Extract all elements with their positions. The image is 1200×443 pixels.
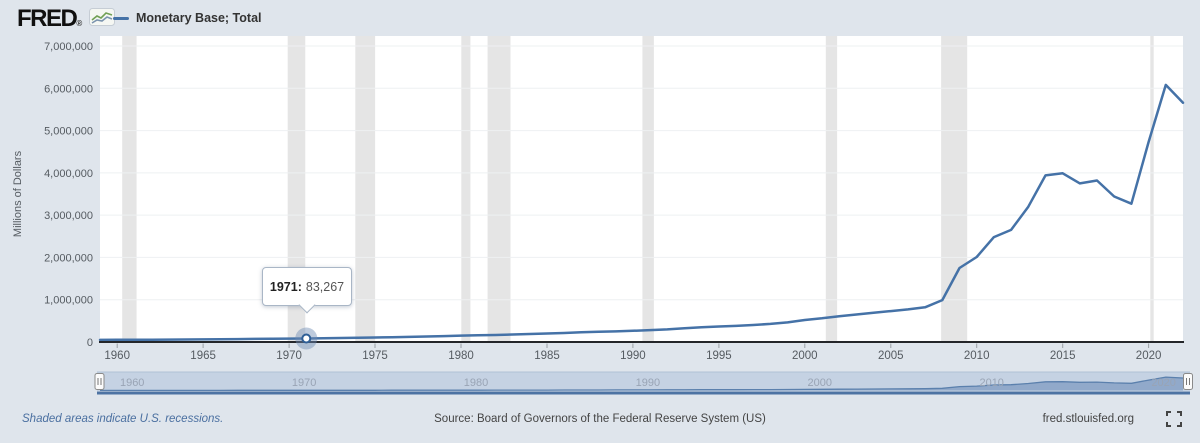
x-tick-label: 1975 [362,350,388,362]
registered-mark-icon: ® [76,19,83,28]
source-text: Source: Board of Governors of the Federa… [434,413,766,425]
tooltip-value: 83,267 [305,279,345,294]
y-tick-label: 0 [87,337,93,349]
recession-band [642,36,654,342]
slider-year-label: 1970 [292,377,316,389]
y-axis-title: Millions of Dollars [12,150,24,237]
tooltip-marker-dot[interactable] [301,333,312,344]
recession-note: Shaded areas indicate U.S. recessions. [22,413,224,425]
range-slider-selection-bar [97,391,1190,395]
tooltip: 1971: 83,267 [262,267,352,313]
slider-year-label: 1990 [636,377,660,389]
x-tick-label: 2000 [792,350,818,362]
slider-year-label: 1960 [120,377,144,389]
slider-year-label: 2010 [979,377,1003,389]
recession-band [461,36,471,342]
slider-year-label: 2000 [808,377,832,389]
recession-band [355,36,376,342]
legend-line-swatch [113,16,129,20]
tooltip-year: 1971: [269,279,302,294]
legend-series-label: Monetary Base; Total [136,11,262,25]
y-tick-label: 1,000,000 [44,295,93,307]
x-tick-label: 1965 [190,350,216,362]
recession-band [122,36,137,342]
x-tick-label: 2010 [964,350,990,362]
x-tick-label: 1960 [104,350,130,362]
x-tick-label: 2005 [878,350,904,362]
chart-legend[interactable]: Monetary Base; Total [113,11,262,25]
fred-sparkline-icon [89,8,115,26]
range-slider-sparkline-line [100,376,1184,392]
y-tick-label: 5,000,000 [44,126,93,138]
y-tick-label: 6,000,000 [44,83,93,95]
y-tick-label: 4,000,000 [44,168,93,180]
recession-band [1150,36,1154,342]
x-tick-label: 1980 [448,350,474,362]
range-slider-left-handle[interactable] [94,373,105,390]
x-tick-label: 2015 [1050,350,1076,362]
recession-band [287,36,307,342]
recession-band [941,36,968,342]
fred-logo-text: FRED [17,5,78,32]
site-link[interactable]: fred.stlouisfed.org [1042,413,1134,425]
fullscreen-icon[interactable] [1166,411,1182,427]
recession-band [487,36,511,342]
x-tick-label: 1995 [706,350,732,362]
x-tick-label: 1985 [534,350,560,362]
y-tick-label: 2,000,000 [44,252,93,264]
range-slider-sparkline-area [100,377,1183,391]
recession-band [825,36,838,342]
range-slider-track[interactable] [97,372,1190,391]
series-line [98,83,1185,342]
x-tick-label: 1990 [620,350,646,362]
y-tick-label: 7,000,000 [44,41,93,53]
x-tick-label: 2020 [1136,350,1162,362]
range-slider-right-handle[interactable] [1183,373,1193,390]
x-tick-label: 1970 [276,350,302,362]
y-tick-label: 3,000,000 [44,210,93,222]
slider-year-label: 1980 [464,377,488,389]
slider-year-label: 2020 [1151,377,1175,389]
chart-canvas[interactable]: 1960 1965 1970 1975 1980 1985 1990 1995 2000 2005… [0,0,1200,408]
fred-logo[interactable]: FRED® [17,5,82,33]
